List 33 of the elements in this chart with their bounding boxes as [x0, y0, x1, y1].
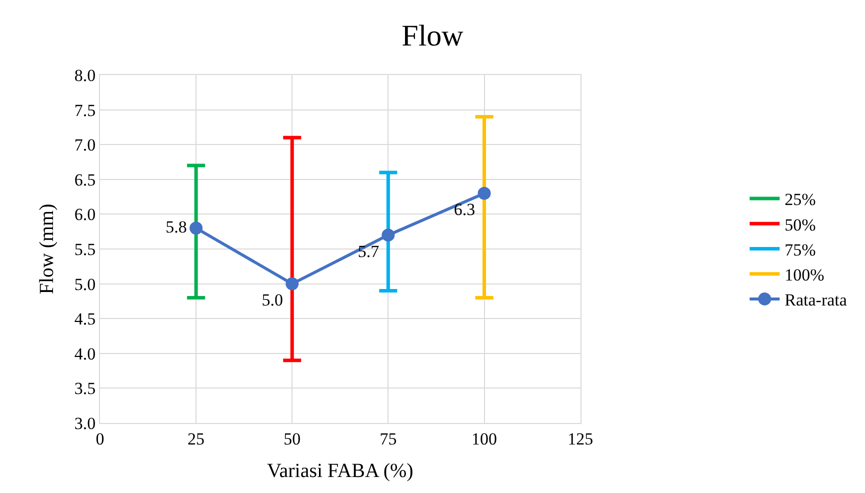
- legend-label: 50%: [784, 215, 816, 234]
- chart-title: Flow: [402, 20, 464, 53]
- legend-label: 75%: [784, 240, 816, 260]
- x-tick-label: 50: [284, 429, 301, 448]
- y-tick-label: 7.0: [74, 136, 96, 155]
- point: [190, 222, 203, 235]
- y-tick-label: 6.0: [74, 205, 96, 224]
- y-axis-title: Flow (mm): [36, 204, 58, 294]
- y-tick-label: 8.0: [74, 66, 96, 85]
- point: [382, 228, 395, 242]
- data-label: 5.8: [166, 217, 187, 236]
- y-tick-label: 3.0: [74, 414, 96, 433]
- point: [286, 277, 299, 290]
- point: [478, 186, 491, 200]
- y-tick-label: 4.5: [74, 310, 96, 329]
- x-tick-label: 25: [188, 429, 205, 448]
- x-tick-label: 0: [96, 429, 104, 448]
- x-axis-title: Variasi FABA (%): [267, 460, 414, 482]
- x-tick-label: 125: [568, 429, 594, 448]
- y-tick-label: 7.5: [74, 100, 96, 120]
- x-tick-label: 75: [380, 429, 397, 448]
- y-tick-label: 6.5: [74, 170, 96, 190]
- legend-label: Rata-rata: [784, 290, 848, 310]
- y-tick-label: 4.0: [74, 344, 96, 364]
- data-label: 6.3: [454, 200, 476, 220]
- data-label: 5.0: [262, 290, 284, 310]
- data-label: 5.7: [358, 242, 380, 261]
- y-tick-label: 5.5: [74, 240, 96, 259]
- legend-label: 25%: [784, 190, 816, 210]
- x-tick-label: 100: [472, 429, 498, 448]
- y-tick-label: 3.5: [74, 379, 96, 398]
- legend-label: 100%: [784, 265, 824, 284]
- y-tick-label: 5.0: [74, 274, 96, 294]
